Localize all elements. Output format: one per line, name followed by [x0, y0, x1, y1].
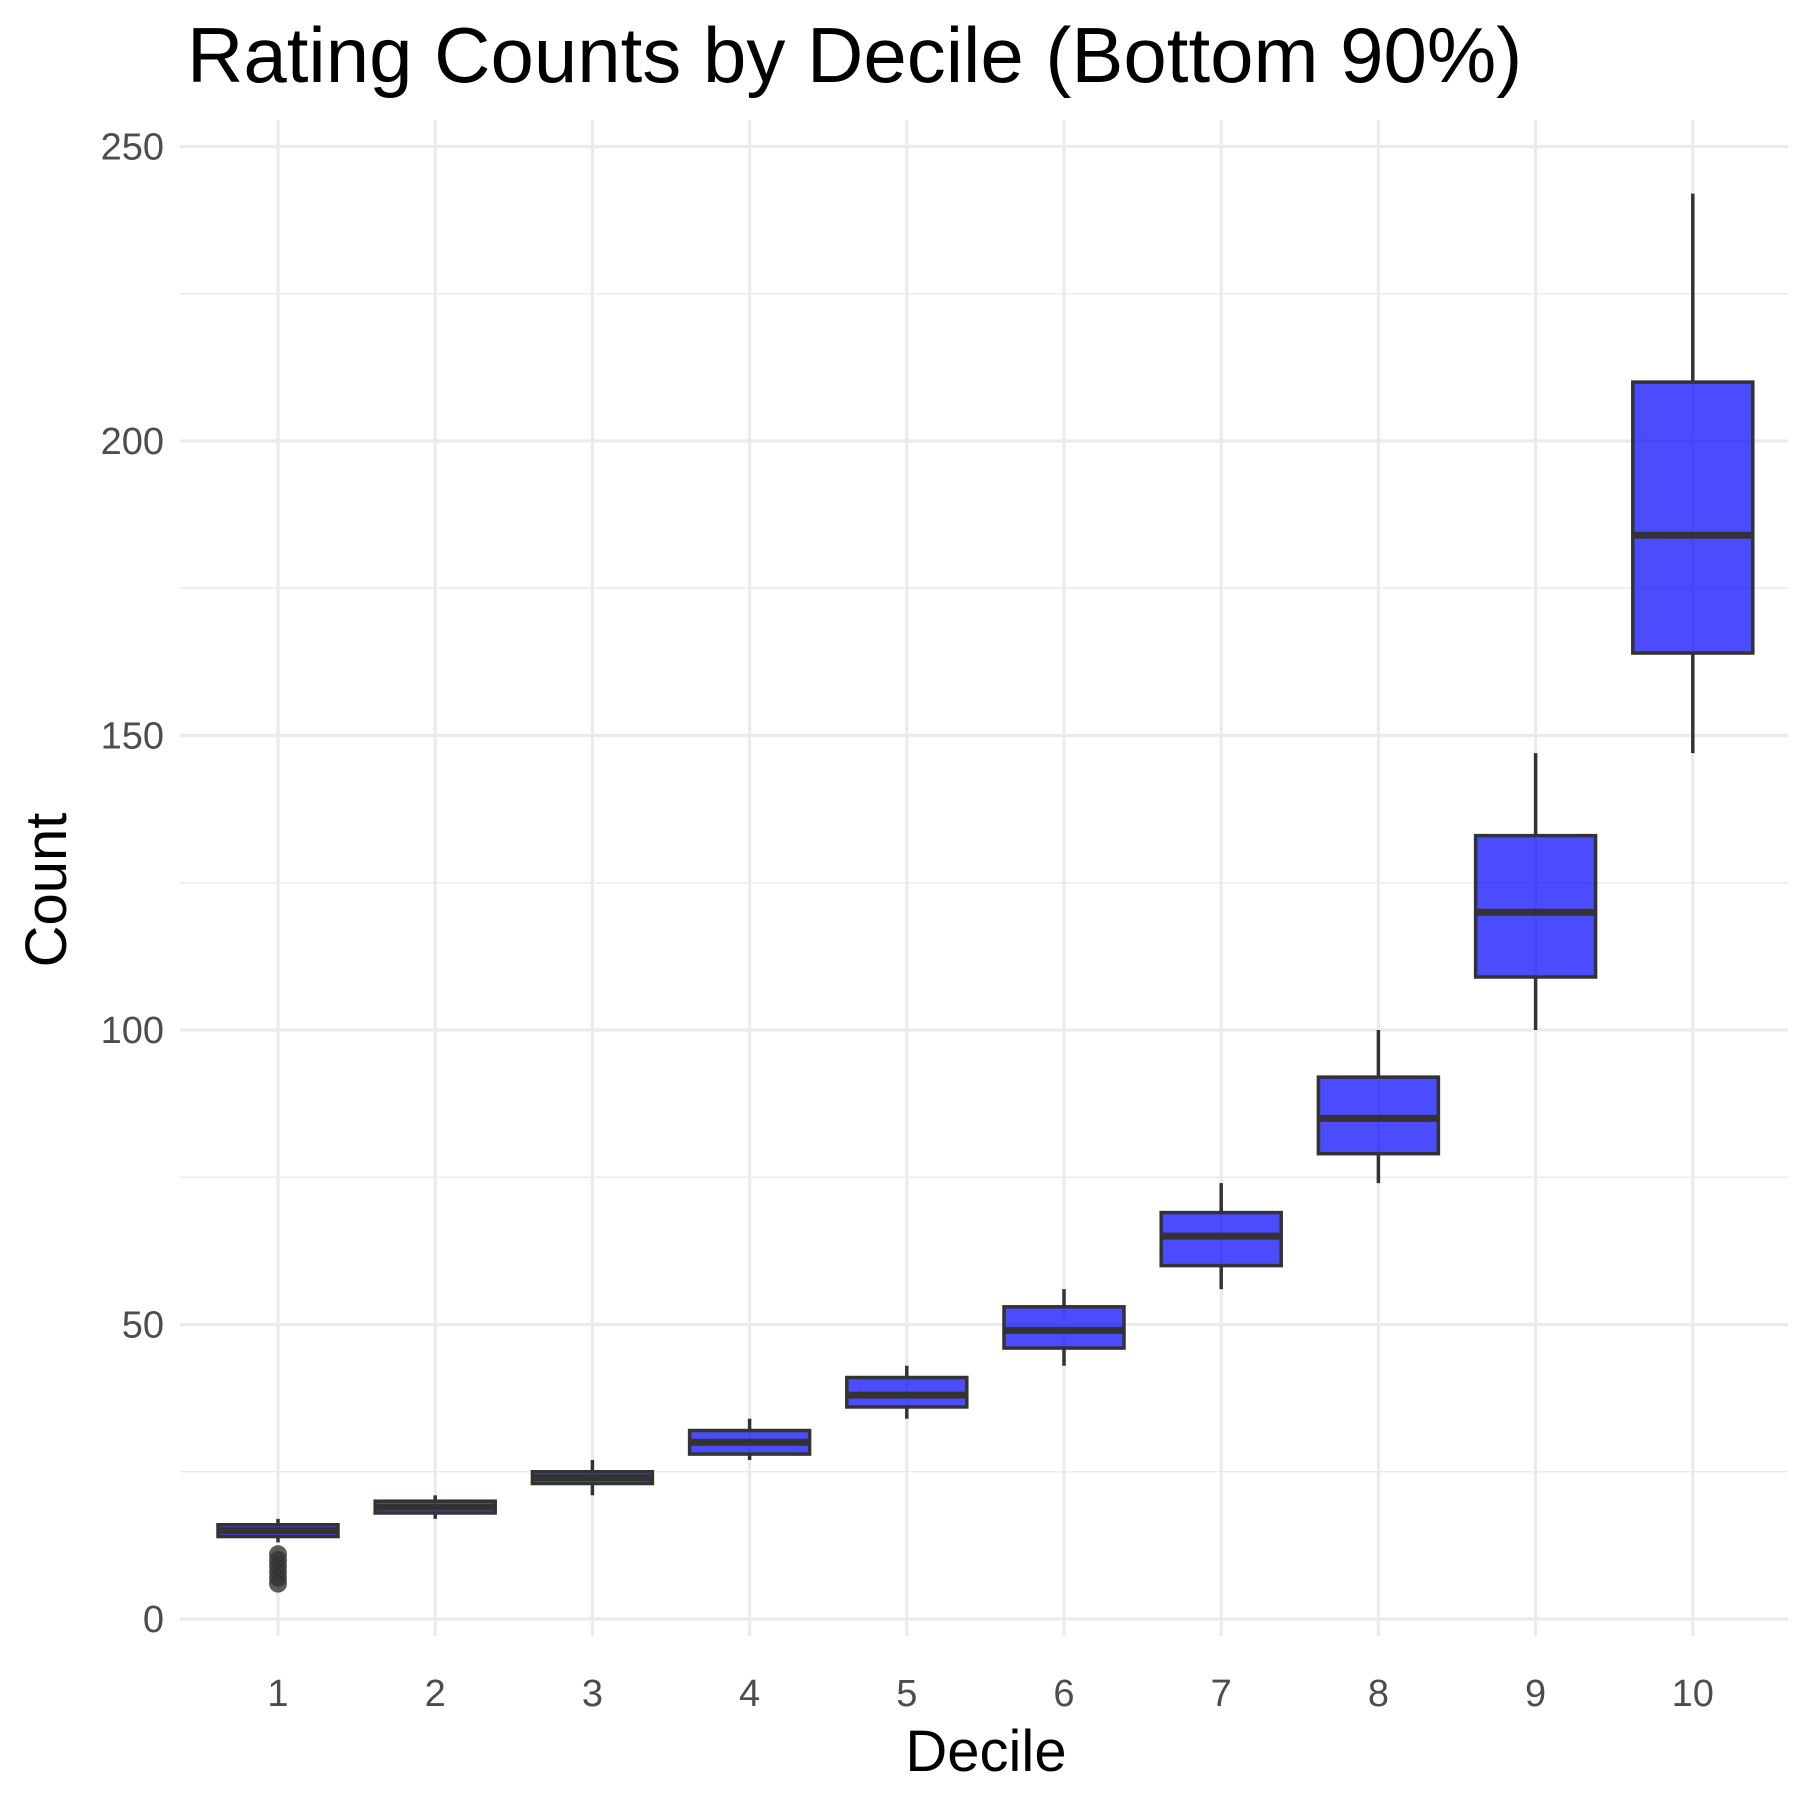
- y-axis-title: Count: [14, 813, 79, 968]
- x-tick-label: 10: [1672, 1673, 1714, 1715]
- x-tick-label: 1: [267, 1673, 288, 1715]
- box-decile-1: [216, 1518, 340, 1593]
- box-decile-10: [1631, 193, 1755, 754]
- grid: [180, 120, 1788, 1636]
- x-tick-label: 3: [582, 1673, 603, 1715]
- chart-title: Rating Counts by Decile (Bottom 90%): [187, 11, 1522, 99]
- y-tick-label: 0: [143, 1599, 164, 1641]
- box-decile-5: [845, 1365, 969, 1419]
- box-decile-9: [1473, 753, 1598, 1030]
- box-decile-2: [373, 1495, 497, 1519]
- x-tick-label: 9: [1525, 1673, 1546, 1715]
- boxes: [216, 193, 1755, 1593]
- x-tick-label: 8: [1368, 1673, 1389, 1715]
- x-tick-label: 2: [425, 1673, 446, 1715]
- y-tick-label: 250: [101, 127, 164, 169]
- y-tick-label: 100: [101, 1010, 164, 1052]
- x-tick-label: 7: [1211, 1673, 1232, 1715]
- x-tick-label: 6: [1053, 1673, 1074, 1715]
- box-iqr: [1473, 833, 1598, 979]
- box-iqr: [1631, 380, 1755, 655]
- box-decile-3: [530, 1459, 655, 1496]
- y-axis-ticks: 0 50 100 150 200 250: [101, 127, 164, 1642]
- box-decile-6: [1002, 1289, 1126, 1366]
- box-decile-7: [1159, 1183, 1283, 1290]
- x-tick-label: 4: [739, 1673, 760, 1715]
- y-tick-label: 50: [122, 1305, 164, 1347]
- box-decile-4: [687, 1418, 812, 1460]
- y-tick-label: 200: [101, 421, 164, 463]
- x-axis-ticks: 1 2 3 4 5 6 7 8 9 10: [267, 1673, 1714, 1715]
- x-axis-title: Decile: [905, 1719, 1066, 1784]
- outlier-point: [269, 1545, 287, 1564]
- x-tick-label: 5: [896, 1673, 917, 1715]
- y-tick-label: 150: [101, 716, 164, 758]
- box-decile-8: [1316, 1030, 1441, 1184]
